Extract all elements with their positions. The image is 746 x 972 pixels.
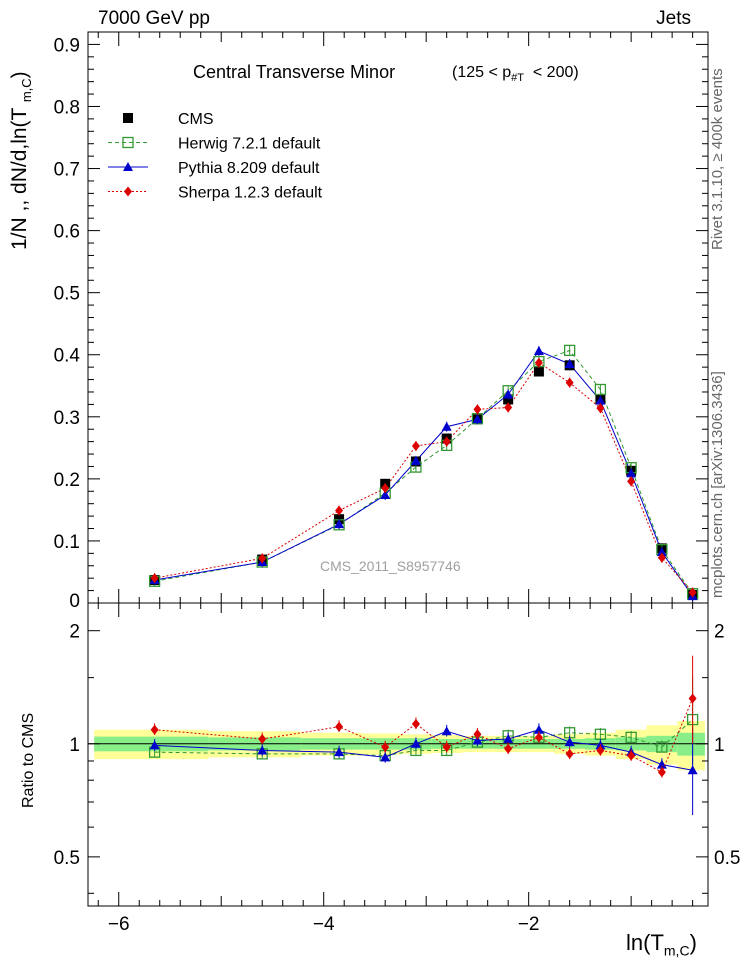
pythia-data-point bbox=[503, 389, 514, 399]
sherpa-data-point bbox=[150, 573, 159, 584]
ratio-line-sherpa bbox=[154, 698, 694, 773]
pythia-data-point bbox=[626, 468, 637, 478]
sherpa-data-point bbox=[534, 357, 543, 368]
sherpa-data-point bbox=[688, 587, 697, 598]
ratio-sherpa-point bbox=[534, 732, 543, 743]
herwig-data-point bbox=[564, 344, 576, 357]
x-tick-label: −4 bbox=[313, 914, 335, 935]
ratio-pythia-point bbox=[503, 733, 514, 743]
pythia-data-point bbox=[334, 519, 345, 529]
ratio-y-tick-label: 1 bbox=[69, 735, 80, 756]
ratio-y-tick-label-right: 0.5 bbox=[714, 848, 740, 869]
ratio-sherpa-point bbox=[627, 750, 636, 761]
ratio-pythia-point bbox=[533, 724, 544, 734]
main-y-tick-label: 0 bbox=[69, 591, 80, 612]
ratio-y-tick-label-right: 1 bbox=[714, 735, 725, 756]
pythia-data-point bbox=[533, 346, 544, 356]
energy-label: 7000 GeV pp bbox=[98, 8, 210, 29]
ratio-sherpa-point bbox=[442, 742, 451, 753]
ratio-pythia-point bbox=[472, 735, 483, 745]
sherpa-data-point bbox=[442, 436, 451, 447]
ratio-sherpa-point bbox=[688, 693, 697, 704]
ratio-sherpa-point bbox=[657, 767, 666, 778]
sherpa-data-point bbox=[381, 483, 390, 494]
ratio-y-tick-label-right: 2 bbox=[714, 622, 725, 643]
ratio-pythia-point bbox=[410, 738, 421, 748]
pythia-data-point bbox=[656, 547, 667, 557]
ratio-sherpa-point bbox=[150, 724, 159, 735]
main-y-tick-label: 0.5 bbox=[54, 284, 80, 305]
legend-label-pythia: Pythia 8.209 default bbox=[178, 160, 320, 177]
ratio-pythia-point bbox=[441, 726, 452, 736]
series-line-pythia bbox=[154, 350, 694, 597]
ratio-y-tick-label: 0.5 bbox=[54, 848, 80, 869]
ratio-herwig-point bbox=[656, 741, 668, 753]
main-y-tick-label: 0.1 bbox=[54, 532, 80, 553]
ratio-y-tick-label: 2 bbox=[69, 622, 80, 643]
pythia-data-point bbox=[472, 414, 483, 424]
ratio-pythia-point bbox=[257, 745, 268, 755]
ratio-herwig-point bbox=[625, 731, 637, 744]
ratio-pythia-point bbox=[656, 759, 667, 769]
analysis-watermark: CMS_2011_S8957746 bbox=[320, 558, 461, 574]
main-y-tick-label: 0.9 bbox=[54, 35, 80, 56]
ratio-pythia-point bbox=[334, 747, 345, 757]
series-line-sherpa bbox=[154, 362, 694, 593]
ratio-sherpa-point bbox=[504, 743, 513, 754]
legend-label-herwig: Herwig 7.2.1 default bbox=[178, 136, 321, 153]
pythia-data-point bbox=[564, 359, 575, 369]
main-y-tick-label: 0.7 bbox=[54, 160, 80, 181]
legend-label-cms: CMS bbox=[178, 111, 214, 128]
ratio-line-herwig bbox=[154, 719, 693, 757]
sherpa-data-point bbox=[657, 552, 666, 563]
ratio-line-pythia bbox=[154, 729, 693, 771]
legend-marker-cms bbox=[123, 113, 133, 123]
legend-marker-sherpa bbox=[124, 186, 132, 197]
x-tick-label: −2 bbox=[518, 914, 540, 935]
x-tick-label: −6 bbox=[108, 914, 130, 935]
pythia-data-point bbox=[380, 490, 391, 500]
ratio-pythia-point bbox=[687, 765, 698, 775]
sherpa-data-point bbox=[258, 553, 267, 564]
sherpa-data-point bbox=[627, 476, 636, 487]
sherpa-data-point bbox=[473, 404, 482, 415]
pythia-data-point bbox=[595, 395, 606, 405]
herwig-data-point bbox=[594, 383, 607, 396]
ratio-sherpa-point bbox=[258, 733, 267, 744]
ratio-pythia-point bbox=[380, 752, 391, 762]
ratio-pythia-point bbox=[564, 737, 575, 747]
ratio-sherpa-point bbox=[411, 718, 420, 729]
ratio-sherpa-point bbox=[596, 745, 605, 756]
ratio-plot-frame bbox=[87, 602, 709, 907]
category-label: Jets bbox=[656, 8, 691, 29]
sherpa-data-point bbox=[504, 402, 513, 413]
sherpa-data-point bbox=[596, 403, 605, 414]
ratio-sherpa-point bbox=[381, 742, 390, 753]
ratio-sherpa-point bbox=[335, 721, 344, 732]
legend-marker-pythia bbox=[123, 162, 133, 171]
x-axis-label: ln(Tm,C) bbox=[626, 930, 697, 959]
main-y-tick-label: 0.6 bbox=[54, 222, 80, 243]
main-y-tick-label: 0.8 bbox=[54, 97, 80, 118]
legend-marker-herwig bbox=[122, 136, 134, 149]
ratio-sherpa-point bbox=[565, 748, 574, 759]
pythia-data-point bbox=[441, 421, 452, 431]
main-y-tick-label: 0.2 bbox=[54, 470, 80, 491]
sherpa-data-point bbox=[335, 505, 344, 516]
sherpa-data-point bbox=[565, 377, 574, 388]
pythia-data-point bbox=[410, 455, 421, 465]
chart-subtitle: (125 < p#T < 200) bbox=[452, 64, 579, 85]
sherpa-data-point bbox=[411, 440, 420, 451]
legend-label-sherpa: Sherpa 1.2.3 default bbox=[178, 185, 323, 202]
ratio-sherpa-point bbox=[473, 729, 482, 740]
ratio-pythia-point bbox=[149, 740, 160, 750]
main-y-tick-label: 0.4 bbox=[54, 346, 81, 367]
cms-data-point bbox=[533, 366, 544, 377]
main-y-tick-label: 0.3 bbox=[54, 408, 80, 429]
series-line-herwig bbox=[154, 349, 694, 594]
chart-title: Central Transverse Minor bbox=[193, 62, 396, 82]
